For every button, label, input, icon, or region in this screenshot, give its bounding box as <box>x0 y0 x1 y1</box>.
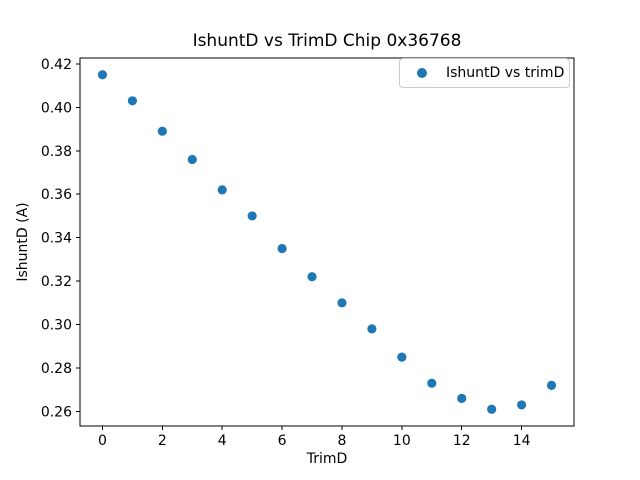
legend-marker-dot <box>417 68 427 78</box>
x-tick-label: 8 <box>338 433 347 449</box>
y-tick-label: 0.40 <box>41 100 72 116</box>
legend: IshuntD vs trimD <box>399 58 570 88</box>
x-tick-label: 12 <box>453 433 471 449</box>
data-point <box>217 185 227 195</box>
data-point <box>307 272 317 282</box>
chart-title: IshuntD vs TrimD Chip 0x36768 <box>192 31 462 51</box>
y-tick-label: 0.30 <box>41 318 72 334</box>
data-point <box>157 126 167 136</box>
x-tick-label: 10 <box>393 433 411 449</box>
data-point <box>247 211 257 221</box>
data-point <box>517 400 527 410</box>
data-point <box>546 380 557 390</box>
data-point <box>457 393 467 404</box>
legend-label: IshuntD vs trimD <box>446 65 565 81</box>
y-tick-label: 0.38 <box>41 144 72 160</box>
data-point <box>127 96 137 106</box>
y-tick-label: 0.34 <box>41 231 72 247</box>
y-tick-label: 0.28 <box>41 361 72 377</box>
data-point <box>397 352 407 362</box>
data-point <box>337 298 347 308</box>
y-tick-label: 0.36 <box>41 187 72 203</box>
data-point <box>97 70 108 80</box>
x-tick-label: 4 <box>218 433 227 449</box>
x-tick-label: 2 <box>158 433 167 449</box>
y-tick-label: 0.32 <box>41 274 72 290</box>
y-tick-label: 0.42 <box>41 57 72 73</box>
data-point <box>367 324 377 334</box>
x-tick-label: 14 <box>513 433 531 449</box>
x-tick-label: 0 <box>98 433 107 449</box>
x-axis-label: TrimD <box>306 451 348 467</box>
plot-border <box>79 57 575 427</box>
data-point <box>427 378 437 388</box>
data-point <box>187 154 197 165</box>
y-tick-label: 0.26 <box>41 404 72 420</box>
data-point <box>277 243 287 254</box>
data-point <box>487 404 497 414</box>
x-tick-label: 6 <box>278 433 287 449</box>
